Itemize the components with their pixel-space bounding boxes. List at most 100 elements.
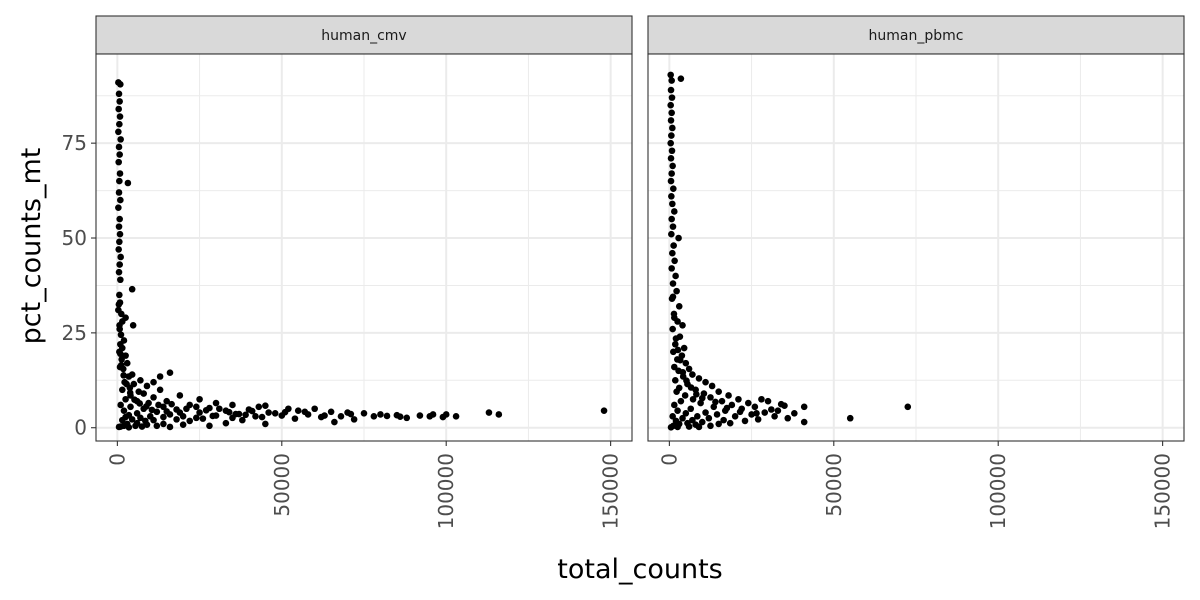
data-point [252, 413, 259, 420]
data-point [713, 411, 721, 418]
data-point [416, 412, 424, 419]
data-point [116, 120, 123, 128]
data-point [731, 413, 739, 420]
data-point [754, 416, 762, 423]
data-point [265, 409, 272, 416]
data-point [672, 335, 680, 342]
data-point [668, 94, 676, 101]
data-point [337, 413, 345, 420]
data-point [784, 414, 792, 422]
data-point [155, 401, 162, 409]
data-point [667, 71, 674, 79]
data-point [129, 321, 137, 329]
data-point [800, 403, 808, 411]
data-point [301, 408, 309, 416]
data-point [702, 409, 709, 416]
data-point [128, 285, 136, 293]
data-point [715, 420, 722, 428]
data-point [116, 151, 123, 158]
data-point [138, 423, 146, 430]
data-point [347, 410, 355, 418]
data-point [120, 407, 128, 414]
data-point [225, 408, 233, 416]
data-point [667, 117, 675, 124]
facet-strip-label: human_pbmc [869, 28, 964, 44]
data-point [118, 310, 125, 318]
data-point [683, 377, 690, 384]
data-point [255, 403, 263, 411]
data-point [115, 128, 122, 136]
data-point [271, 410, 279, 417]
data-point [667, 155, 675, 162]
x-tick-label: 100000 [986, 453, 1010, 529]
data-point [791, 410, 798, 417]
data-point [748, 411, 755, 418]
data-point [744, 399, 752, 407]
data-point [116, 177, 123, 185]
data-point [758, 395, 765, 403]
data-point [294, 407, 302, 414]
data-point [321, 412, 328, 419]
data-point [137, 414, 144, 422]
data-point [183, 405, 190, 413]
data-point [127, 403, 134, 411]
data-point [669, 223, 677, 230]
data-point [669, 280, 677, 287]
y-tick-label: 25 [62, 321, 87, 345]
data-point [377, 411, 384, 418]
data-point [708, 382, 716, 390]
data-point [350, 416, 358, 423]
data-point [115, 143, 123, 151]
data-point [693, 391, 700, 398]
data-point [125, 424, 133, 431]
data-point [741, 417, 749, 425]
data-point [128, 416, 136, 423]
data-point [669, 413, 676, 420]
x-tick-label: 150000 [599, 453, 623, 529]
data-point [667, 177, 675, 185]
data-points [667, 71, 912, 431]
data-point [679, 369, 687, 376]
data-point [712, 398, 719, 406]
data-point [671, 401, 678, 409]
data-point [160, 413, 167, 421]
data-point [199, 415, 207, 422]
data-point [682, 410, 690, 417]
data-point [698, 394, 706, 402]
data-point [115, 90, 123, 98]
data-point [331, 418, 338, 426]
data-point [674, 346, 682, 354]
y-axis-title: pct_counts_mt [16, 148, 47, 345]
data-point [452, 413, 460, 420]
data-point [667, 139, 674, 147]
data-point [694, 413, 701, 420]
data-point [202, 406, 210, 414]
data-point [176, 392, 184, 399]
data-point [668, 215, 675, 223]
data-point [495, 411, 503, 418]
data-point [248, 407, 256, 415]
data-point [156, 386, 164, 394]
data-point [196, 395, 203, 403]
data-point [115, 268, 123, 276]
data-point [143, 382, 151, 390]
data-point [136, 400, 144, 407]
data-point [117, 253, 124, 261]
data-point [723, 404, 731, 412]
data-point [242, 411, 249, 419]
data-point [671, 340, 679, 348]
x-tick-label: 50000 [822, 453, 846, 517]
data-point [677, 75, 685, 82]
facet-panel: human_cmv 0 25 50 75 0 50000 100000 150000 [62, 15, 633, 529]
data-point [668, 170, 675, 177]
data-point [132, 422, 139, 430]
data-point [439, 413, 447, 421]
data-point [728, 401, 736, 409]
data-point [116, 98, 123, 105]
data-point [668, 230, 675, 238]
data-point [115, 423, 123, 431]
data-point [904, 403, 912, 411]
data-point [672, 272, 679, 280]
data-point [124, 179, 132, 187]
data-point [669, 325, 676, 333]
